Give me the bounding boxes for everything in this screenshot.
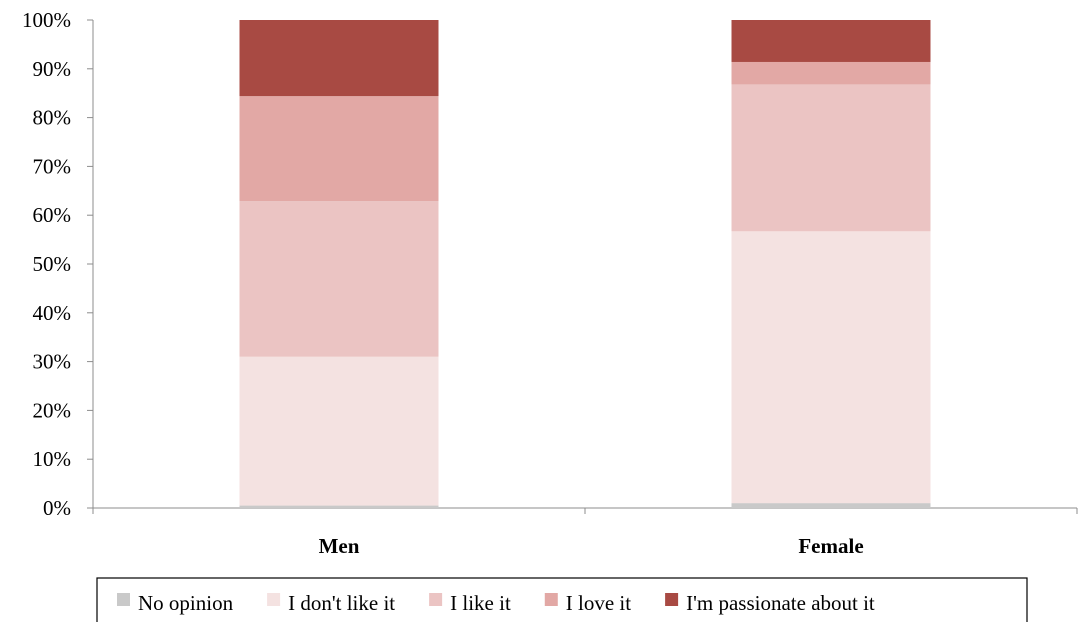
legend-swatch	[117, 593, 130, 606]
bar-segment	[731, 20, 931, 62]
bar-segment	[239, 505, 439, 508]
legend-swatch	[267, 593, 281, 606]
legend-item: I'm passionate about it	[665, 591, 875, 615]
y-tick-label: 30%	[33, 350, 72, 374]
legend-item: I like it	[429, 591, 511, 615]
legend-item: No opinion	[117, 591, 234, 615]
bar-segment	[239, 96, 439, 202]
bar-segment	[239, 20, 439, 97]
y-tick-label: 100%	[22, 8, 71, 32]
legend: No opinion I don't like it I like it I love…	[96, 577, 1028, 627]
legend-label: I love it	[566, 591, 631, 615]
bar-segment	[731, 61, 931, 85]
y-tick-label: 0%	[43, 496, 71, 520]
bar-segment	[731, 503, 931, 508]
legend-item: I love it	[544, 591, 631, 615]
y-tick-label: 50%	[33, 252, 72, 276]
y-tick-label: 90%	[33, 57, 72, 81]
legend-box	[96, 577, 1028, 627]
y-tick-label: 70%	[33, 154, 72, 178]
legend-label: No opinion	[138, 591, 234, 615]
bar-segment	[731, 84, 931, 232]
legend-item: I don't like it	[267, 591, 395, 615]
bar-stack-female	[731, 20, 931, 508]
legend-swatch	[665, 593, 679, 606]
y-tick-label: 60%	[33, 203, 72, 227]
legend-label: I don't like it	[288, 591, 395, 615]
bar-segment	[239, 201, 439, 357]
x-category-label: Female	[798, 534, 863, 558]
legend-label: I'm passionate about it	[686, 591, 875, 615]
y-tick-label: 10%	[33, 447, 72, 471]
y-tick-label: 40%	[33, 301, 72, 325]
y-tick-label: 80%	[33, 106, 72, 130]
y-tick-label: 20%	[33, 398, 72, 422]
bar-segment	[239, 356, 439, 506]
legend-label: I like it	[450, 591, 511, 615]
legend-swatch	[544, 593, 558, 606]
x-category-label: Men	[319, 534, 360, 558]
legend-swatch	[429, 593, 443, 606]
bar-segment	[731, 231, 931, 504]
bar-stack-men	[239, 20, 439, 508]
